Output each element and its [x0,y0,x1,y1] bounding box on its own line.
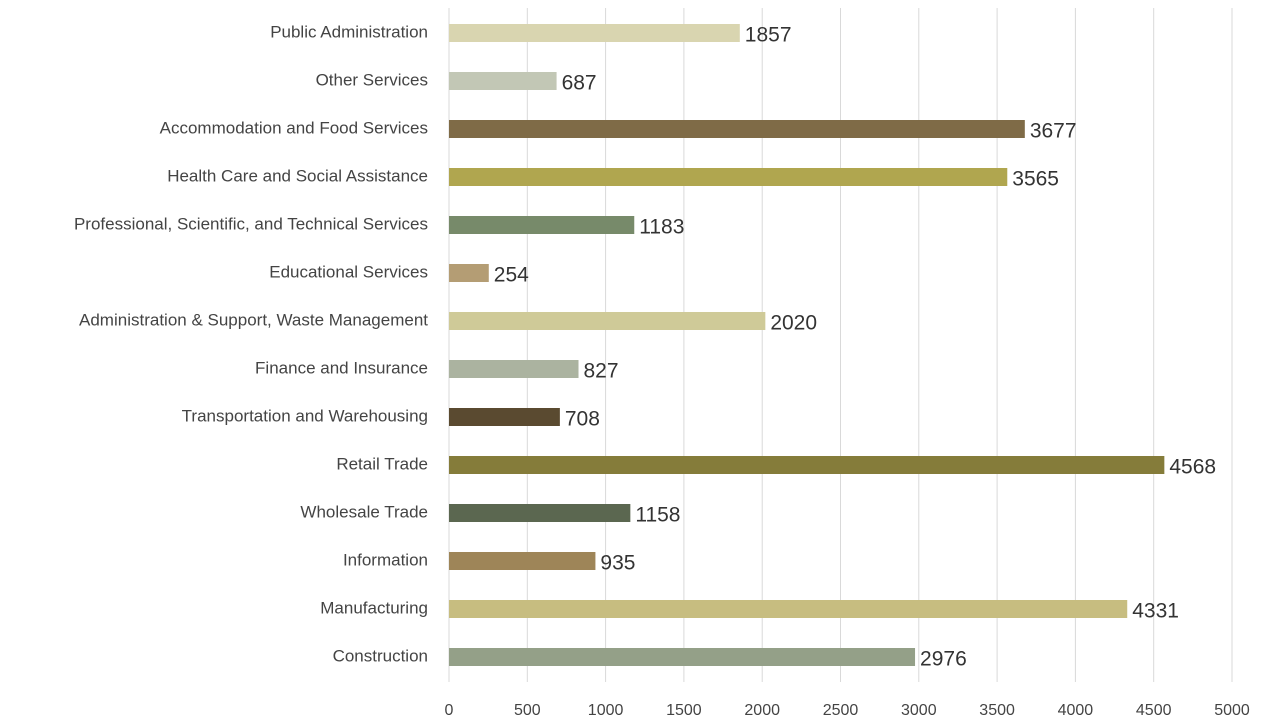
x-tick-label: 4000 [1058,702,1094,719]
value-label: 2976 [920,648,967,671]
x-tick-label: 3500 [979,702,1015,719]
x-tick-label: 1500 [666,702,702,719]
value-label: 687 [562,72,597,95]
bar [449,552,596,570]
bar [449,264,489,282]
bar [449,408,560,426]
value-label: 1183 [639,216,684,239]
y-tick-label: Retail Trade [336,454,428,473]
value-label: 1158 [635,504,680,527]
y-tick-label: Manufacturing [320,598,428,617]
x-tick-label: 0 [445,702,454,719]
x-tick-label: 3000 [901,702,937,719]
x-tick-label: 5000 [1214,702,1250,719]
bar [449,72,557,90]
value-label: 1857 [745,24,792,47]
y-tick-label: Wholesale Trade [300,502,428,521]
value-label: 4331 [1132,600,1179,623]
y-tick-label: Educational Services [269,262,428,281]
x-tick-label: 500 [514,702,541,719]
y-tick-label: Public Administration [270,22,428,41]
y-tick-label: Finance and Insurance [255,358,428,377]
bar [449,216,635,234]
y-tick-label: Professional, Scientific, and Technical … [74,214,428,233]
bar [449,360,579,378]
y-tick-label: Transportation and Warehousing [182,406,428,425]
bar [449,168,1008,186]
x-tick-label: 4500 [1136,702,1172,719]
value-label: 3565 [1012,168,1059,191]
bar [449,456,1165,474]
value-label: 3677 [1030,120,1077,143]
y-tick-label: Administration & Support, Waste Manageme… [79,310,428,329]
bar [449,120,1025,138]
bar [449,24,740,42]
value-label: 4568 [1169,456,1216,479]
value-label: 254 [494,264,529,287]
bar [449,648,916,666]
x-tick-label: 2000 [744,702,780,719]
x-tick-label: 1000 [588,702,624,719]
y-tick-label: Construction [333,646,428,665]
bar [449,600,1128,618]
y-tick-label: Information [343,550,428,569]
bar [449,312,766,330]
value-label: 827 [584,360,619,383]
y-tick-label: Health Care and Social Assistance [167,166,428,185]
value-label: 2020 [770,312,817,335]
y-tick-label: Accommodation and Food Services [160,118,428,137]
bar [449,504,631,522]
value-label: 935 [600,552,635,575]
x-tick-label: 2500 [823,702,859,719]
y-tick-label: Other Services [316,70,428,89]
value-label: 708 [565,408,600,431]
